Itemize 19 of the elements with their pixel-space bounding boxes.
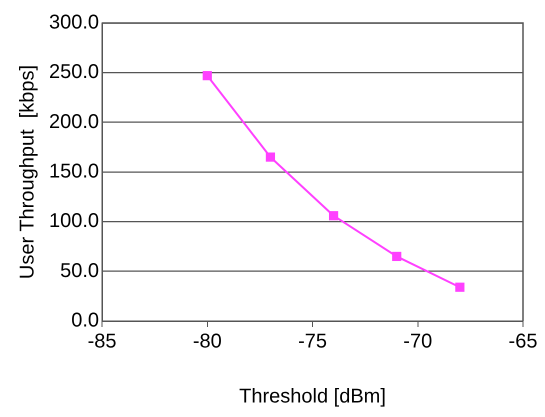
x-tick-label: -65 — [508, 330, 538, 353]
point — [392, 252, 402, 262]
point — [455, 282, 464, 292]
x-tick-label: -70 — [403, 330, 432, 353]
x-axis-title: Threshold [dBm] — [239, 386, 386, 408]
point — [328, 211, 338, 220]
y-tick-label: 50.0 — [60, 260, 100, 282]
x-tick-label: -80 — [192, 330, 222, 353]
y-tick-label: 100.0 — [48, 210, 100, 232]
point — [202, 71, 212, 80]
y-tick-label: 250.0 — [48, 61, 100, 84]
y-tick-label: 200.0 — [48, 110, 100, 133]
y-axis-title: User Throughput [kbps] — [16, 64, 39, 280]
y-tick-label: 300.0 — [48, 12, 100, 34]
x-tick-label: -75 — [298, 330, 327, 353]
y-tick-label: 150.0 — [48, 160, 100, 183]
y-tick-label: 0.0 — [71, 310, 100, 332]
point — [266, 152, 276, 162]
x-tick-label: -85 — [88, 330, 116, 353]
